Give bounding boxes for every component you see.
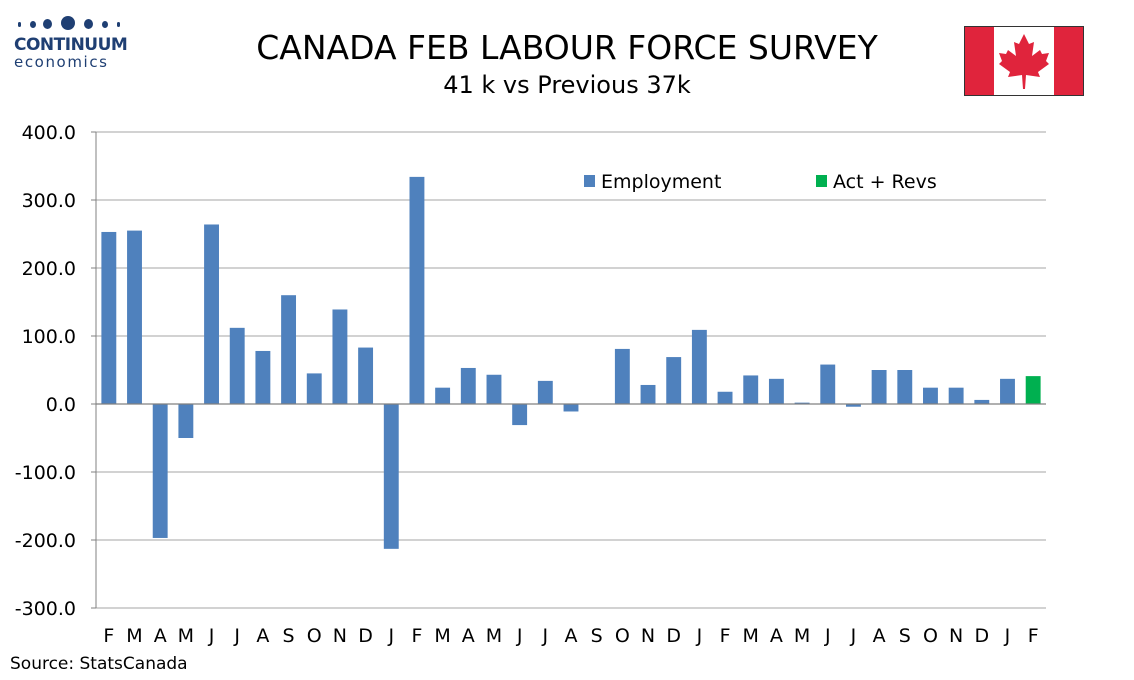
employment-bar <box>383 404 399 549</box>
y-tick-label: 300.0 <box>22 190 76 212</box>
employment-bar <box>255 350 271 404</box>
employment-bar <box>178 404 194 438</box>
canada-flag-icon <box>964 26 1084 96</box>
x-tick-label: F <box>103 625 114 647</box>
employment-bar <box>871 370 887 404</box>
employment-bar <box>923 387 938 404</box>
employment-bar <box>717 391 733 404</box>
employment-bar <box>948 387 964 404</box>
employment-bar <box>486 374 502 404</box>
employment-bar <box>614 348 630 404</box>
source-note: Source: StatsCanada <box>10 654 188 674</box>
employment-bar <box>666 357 682 404</box>
x-tick-label: F <box>411 625 422 647</box>
legend-employment-label: Employment <box>601 171 721 193</box>
employment-bar <box>563 404 579 412</box>
x-tick-label: J <box>208 625 215 647</box>
x-tick-label: A <box>770 625 783 647</box>
x-tick-label: N <box>333 625 347 647</box>
logo-wordmark-primary: CONTINUUM <box>14 35 128 55</box>
employment-bar <box>743 375 759 404</box>
employment-bar <box>332 309 348 404</box>
continuum-economics-logo: CONTINUUM economics <box>14 16 134 71</box>
x-tick-label: J <box>387 625 394 647</box>
employment-bar <box>127 230 142 404</box>
employment-bar <box>460 367 476 404</box>
x-tick-label: O <box>307 625 322 647</box>
employment-bar <box>281 295 297 404</box>
x-tick-label: M <box>178 625 194 647</box>
employment-bar <box>897 370 913 404</box>
x-tick-label: S <box>591 625 603 647</box>
x-tick-label: D <box>974 625 989 647</box>
chart-subtitle: 41 k vs Previous 37k <box>443 71 691 99</box>
y-tick-label: -300.0 <box>15 598 76 620</box>
x-tick-label: S <box>283 625 295 647</box>
x-tick-label: J <box>233 625 240 647</box>
x-tick-label: J <box>542 625 549 647</box>
employment-bar <box>229 327 245 404</box>
logo-wordmark-secondary: economics <box>14 53 109 71</box>
act-revs-bar <box>1025 376 1041 404</box>
x-tick-label: S <box>899 625 911 647</box>
employment-bar <box>974 399 990 404</box>
x-tick-label: J <box>696 625 703 647</box>
employment-bar <box>306 373 322 404</box>
employment-bar <box>537 380 553 404</box>
legend-employment-swatch <box>584 175 595 187</box>
legend-act-revs-label: Act + Revs <box>833 171 937 193</box>
employment-bar <box>409 176 425 404</box>
employment-bar <box>768 378 784 404</box>
x-tick-label: A <box>256 625 269 647</box>
y-tick-label: 200.0 <box>22 258 76 280</box>
x-tick-label: F <box>720 625 731 647</box>
employment-bar <box>435 387 451 404</box>
employment-bar <box>820 364 836 404</box>
employment-bar <box>691 329 707 404</box>
x-tick-label: J <box>850 625 857 647</box>
x-tick-label: A <box>462 625 475 647</box>
x-tick-label: O <box>923 625 938 647</box>
logo-dots-icon <box>14 16 134 32</box>
x-tick-label: M <box>126 625 142 647</box>
x-tick-label: N <box>641 625 655 647</box>
x-tick-label: D <box>358 625 373 647</box>
x-tick-label: A <box>873 625 886 647</box>
x-tick-label: M <box>794 625 810 647</box>
employment-bar <box>512 404 528 426</box>
x-tick-label: A <box>154 625 167 647</box>
x-tick-label: A <box>565 625 578 647</box>
legend-act-revs-swatch <box>816 175 827 187</box>
x-tick-label: N <box>949 625 963 647</box>
employment-bar-chart: 400.0 300.0 200.0 100.0 0.0 -100.0 -200.0 -300.… <box>15 122 1046 647</box>
x-tick-label: M <box>743 625 759 647</box>
employment-bar <box>358 347 374 404</box>
x-tick-label: D <box>666 625 681 647</box>
x-tick-label: M <box>434 625 450 647</box>
employment-bar <box>152 404 168 538</box>
y-tick-label: -100.0 <box>15 462 76 484</box>
employment-bar <box>640 384 656 404</box>
x-tick-label: O <box>615 625 630 647</box>
y-tick-label: 100.0 <box>22 326 76 348</box>
employment-bar <box>1000 378 1015 404</box>
y-tick-label: 0.0 <box>46 394 76 416</box>
employment-bar <box>204 224 219 404</box>
x-tick-label: J <box>824 625 831 647</box>
employment-bar <box>794 402 810 404</box>
y-tick-label: -200.0 <box>15 530 76 552</box>
x-tick-label: F <box>1028 625 1039 647</box>
employment-bar <box>845 404 861 407</box>
x-tick-label: J <box>516 625 523 647</box>
x-tick-label: M <box>486 625 502 647</box>
employment-bar <box>101 231 117 404</box>
chart-title: CANADA FEB LABOUR FORCE SURVEY <box>256 28 878 67</box>
x-tick-label: J <box>1004 625 1011 647</box>
y-tick-label: 400.0 <box>22 122 76 144</box>
